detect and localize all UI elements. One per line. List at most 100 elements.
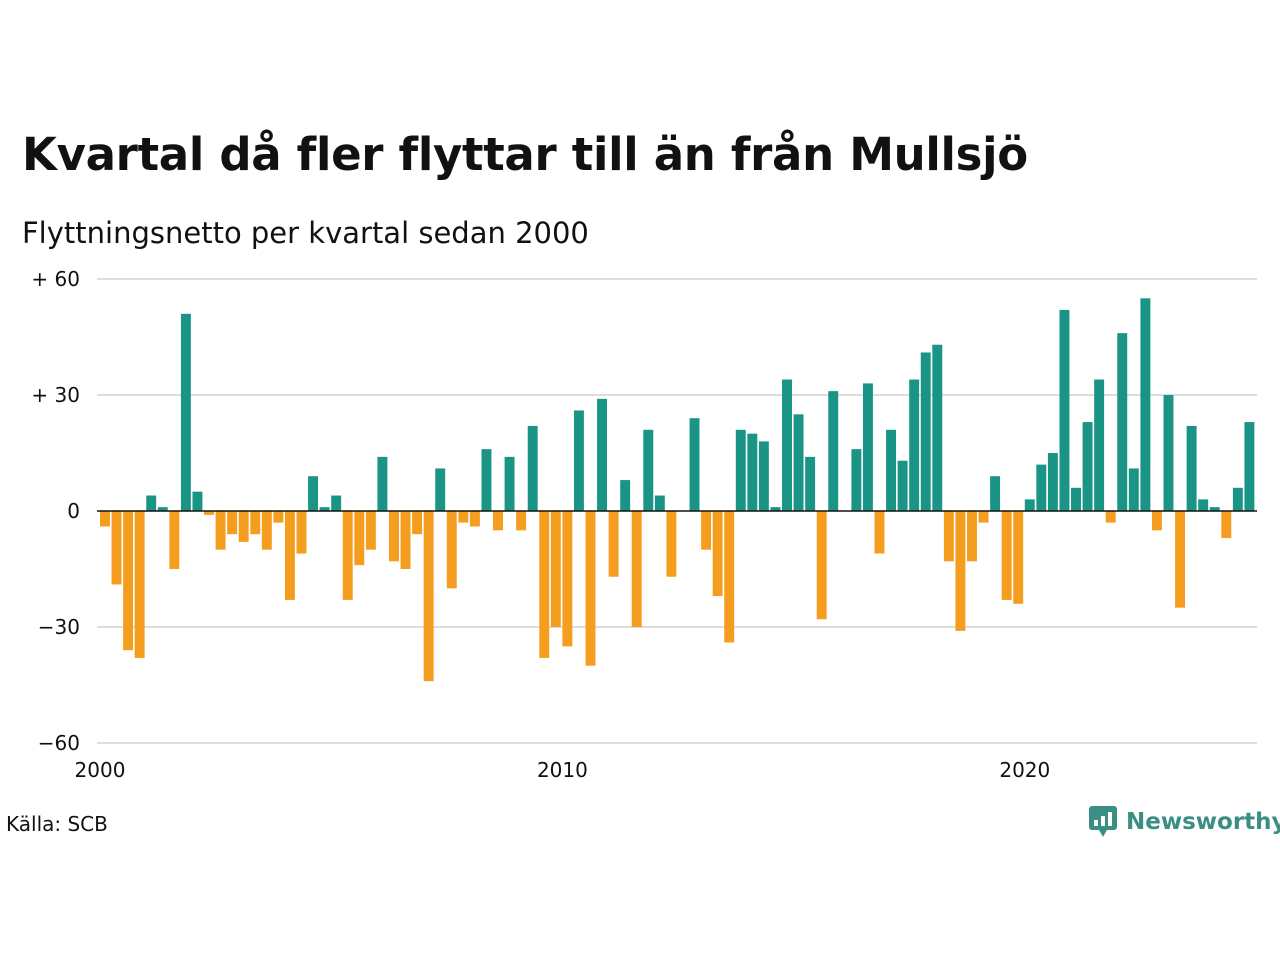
bar — [666, 511, 677, 577]
bar — [134, 511, 145, 658]
axes: + 60 + 30 0 −30 −60 2000 2010 2020 — [31, 267, 1257, 782]
bar — [227, 511, 238, 535]
bar — [111, 511, 122, 585]
bar — [354, 511, 365, 566]
bar — [204, 511, 214, 515]
bar — [458, 511, 469, 523]
bar — [1082, 422, 1093, 511]
bar — [365, 511, 376, 550]
bar — [816, 511, 827, 620]
bar — [550, 511, 561, 627]
bar — [608, 511, 619, 577]
bar — [308, 476, 319, 511]
bar — [527, 425, 538, 511]
bar — [435, 468, 446, 511]
bar — [146, 495, 157, 511]
bar — [724, 511, 735, 643]
chart-subtitle: Flyttningsnetto per kvartal sedan 2000 — [22, 216, 589, 250]
bar — [1186, 425, 1197, 511]
bar — [585, 511, 596, 666]
bar — [400, 511, 411, 569]
bar — [192, 491, 203, 511]
source-label: Källa: SCB — [6, 812, 108, 836]
bar — [573, 410, 584, 511]
bar — [342, 511, 353, 600]
y-tick-label: −60 — [38, 731, 80, 755]
bar — [851, 449, 862, 511]
bar — [967, 511, 977, 562]
bar — [793, 414, 804, 511]
y-tick-label: 0 — [67, 499, 80, 523]
bars — [100, 298, 1255, 682]
y-tick-label: −30 — [38, 615, 80, 639]
bar — [1117, 333, 1128, 511]
bar — [539, 511, 550, 658]
bar — [1001, 511, 1012, 600]
bar — [296, 511, 307, 554]
newsworthy-logo-icon — [1089, 806, 1117, 837]
bar — [862, 383, 873, 511]
bar — [747, 433, 758, 511]
bar — [100, 511, 110, 527]
bar — [943, 511, 954, 562]
bar — [1047, 453, 1058, 511]
bar — [215, 511, 226, 550]
bar — [377, 456, 388, 511]
bar — [1071, 487, 1081, 511]
bar — [735, 429, 746, 511]
x-tick-label: 2010 — [537, 758, 588, 782]
bar — [828, 391, 839, 511]
bar — [238, 511, 249, 542]
x-tick-label: 2000 — [75, 758, 126, 782]
x-tick-label: 2020 — [999, 758, 1050, 782]
bar — [516, 511, 527, 531]
bar — [805, 456, 816, 511]
bar — [469, 511, 480, 527]
bar — [1036, 464, 1047, 511]
bar — [597, 398, 608, 511]
bar — [689, 418, 700, 511]
bar — [782, 379, 792, 511]
bar — [169, 511, 180, 569]
brand-logo: Newsworthy — [1088, 805, 1280, 839]
bar — [654, 495, 665, 511]
bar — [389, 511, 399, 562]
bar — [1024, 499, 1035, 511]
bar — [643, 429, 654, 511]
bar — [123, 511, 134, 651]
bar — [1128, 468, 1139, 511]
bar — [481, 449, 492, 511]
bar — [423, 511, 434, 682]
bar — [932, 344, 943, 511]
bar — [955, 511, 966, 631]
bar — [1140, 298, 1151, 511]
bar — [1209, 507, 1220, 511]
bar — [909, 379, 920, 511]
bar — [273, 511, 284, 523]
bar — [1232, 487, 1243, 511]
bar — [1244, 422, 1255, 511]
bar — [631, 511, 642, 627]
bar — [770, 507, 781, 511]
chart-title: Kvartal då fler flyttar till än från Mul… — [22, 128, 1028, 181]
bar — [758, 441, 769, 511]
bar — [886, 429, 897, 511]
bar — [978, 511, 989, 523]
bar — [284, 511, 295, 600]
bar — [620, 480, 631, 511]
bar — [1198, 499, 1209, 511]
bar — [920, 352, 931, 511]
bar — [712, 511, 723, 597]
bar — [1013, 511, 1024, 604]
bar — [180, 313, 191, 511]
bar — [504, 456, 515, 511]
bar — [1059, 309, 1070, 511]
bar — [990, 476, 1001, 511]
bar — [261, 511, 272, 550]
bar — [493, 511, 503, 531]
bar — [1151, 511, 1162, 531]
bar — [446, 511, 457, 589]
bar — [874, 511, 885, 554]
bar — [562, 511, 573, 647]
bar — [897, 460, 908, 511]
